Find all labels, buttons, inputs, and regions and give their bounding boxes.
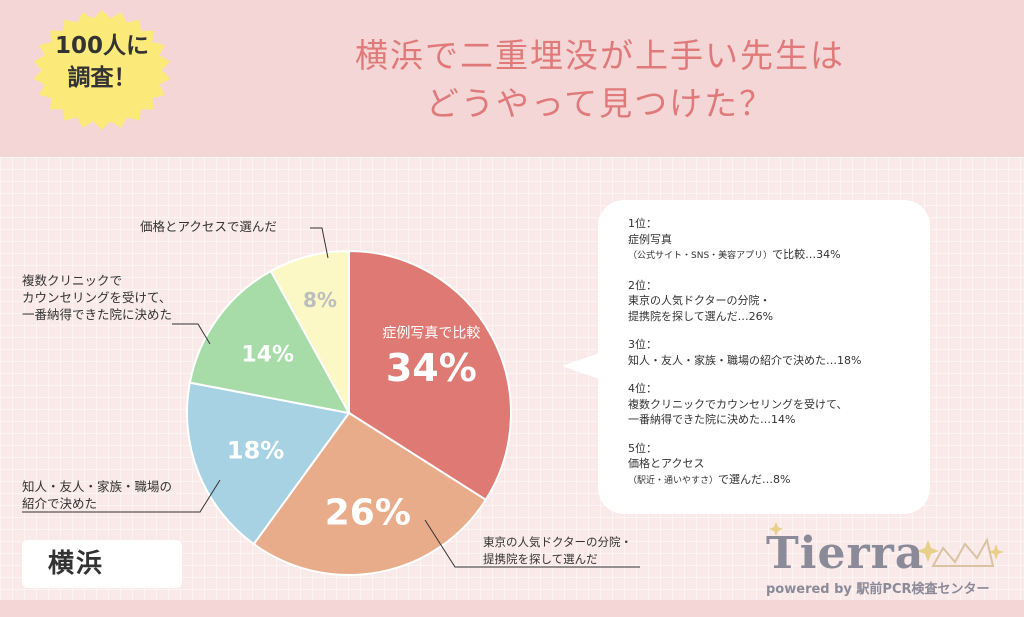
annotation-tokyo: 東京の人気ドクターの分院・ 提携院を探して選んだ [483, 534, 632, 568]
city-label: 横浜 [22, 540, 182, 588]
survey-badge: 100人に 調査！ [28, 30, 176, 94]
pie-value-label-5: 8% [303, 288, 337, 312]
annotation-multi-line-2: カウンセリングを受けて、 [22, 290, 172, 305]
footer-band [0, 600, 1024, 617]
annotation-multi-line-3: 一番納得できた院に決めた [22, 307, 173, 322]
leader-price [310, 227, 329, 259]
pie-value-label-4: 14% [241, 343, 294, 368]
callout-tail [562, 352, 602, 380]
brand-logo: Tierra powered by 駅前PCR検査センター [758, 522, 1008, 602]
leader-tokyo [424, 519, 640, 568]
ranking-line: 提携院を探して選んだ…26% [628, 309, 774, 323]
ranking-position: 3位： [628, 338, 657, 351]
ranking-callout [598, 200, 930, 514]
pie-slice-2 [252, 411, 488, 576]
badge-burst-icon [33, 10, 171, 130]
annotation-friends: 知人・友人・家族・職場の 紹介で決めた [22, 478, 172, 512]
annotation-tokyo-line-2: 提携院を探して選んだ [483, 552, 598, 566]
ranking-line: 一番納得できた院に決めた…14% [628, 413, 796, 426]
ranking-list: 1位： 症例写真 （公式サイト・SNS・美容アプリ）で比較…34% 2位： 東京の人気ド… [628, 216, 924, 502]
title-line-2: どうやって見つけた？ [425, 84, 775, 123]
ranking-line: （公式サイト・SNS・美容アプリ）で比較…34% [628, 247, 924, 265]
annotation-friends-line-2: 紹介で決めた [22, 496, 98, 511]
crown-sparkle-icon [769, 522, 1004, 567]
ranking-item: 3位： 知人・友人・家族・職場の紹介で決めた…18% [628, 337, 924, 368]
annotation-friends-line-1: 知人・友人・家族・職場の [22, 479, 173, 494]
ranking-position: 1位： [628, 217, 657, 230]
title-line-1: 横浜で二重埋没が上手い先生は [355, 36, 845, 75]
ranking-tail: で選んだ…8% [718, 472, 791, 486]
pie-slice-4 [188, 269, 351, 415]
ranking-detail: （公式サイト・SNS・美容アプリ） [628, 251, 773, 261]
pie-inner-category-label: 症例写真で比較 [382, 326, 480, 342]
badge-line-2: 調査！ [67, 65, 137, 91]
ranking-line: 複数クリニックでカウンセリングを受けて、 [628, 397, 848, 411]
pie-value-label-1: 34% [386, 346, 477, 390]
annotation-multi: 複数クリニックで カウンセリングを受けて、 一番納得できた院に決めた [22, 272, 172, 323]
annotation-tokyo-line-1: 東京の人気ドクターの分院・ [483, 535, 633, 549]
logo-tagline: powered by 駅前PCR検査センター [766, 582, 990, 597]
ranking-line: 知人・友人・家族・職場の紹介で決めた…18% [628, 353, 862, 367]
pie-value-label-2: 26% [325, 492, 411, 533]
ranking-position: 4位： [628, 382, 657, 395]
page-title: 横浜で二重埋没が上手い先生は どうやって見つけた？ [220, 32, 980, 128]
leader-friends [22, 479, 221, 513]
ranking-line: （駅近・通いやすさ）で選んだ…8% [628, 472, 924, 490]
ranking-item: 4位： 複数クリニックでカウンセリングを受けて、 一番納得できた院に決めた…14% [628, 381, 924, 428]
pie-slice-3 [186, 381, 351, 546]
ranking-item: 1位： 症例写真 （公式サイト・SNS・美容アプリ）で比較…34% [628, 216, 924, 265]
badge-line-1: 100人に [54, 33, 149, 59]
header-band [0, 0, 1024, 157]
ranking-item: 5位： 価格とアクセス （駅近・通いやすさ）で選んだ…8% [628, 441, 924, 490]
ranking-item: 2位： 東京の人気ドクターの分院・ 提携院を探して選んだ…26% [628, 278, 924, 325]
ranking-position: 2位： [628, 278, 657, 292]
pie-value-label-3: 18% [227, 436, 284, 464]
ranking-position: 5位： [628, 441, 657, 455]
ranking-detail: （駅近・通いやすさ） [628, 475, 719, 486]
pie-slice-5 [269, 249, 350, 414]
ranking-line: 価格とアクセス [628, 457, 705, 470]
ranking-tail: で比較…34% [772, 248, 841, 261]
annotation-price: 価格とアクセスで選んだ [140, 219, 277, 234]
annotation-multi-line-1: 複数クリニックで [22, 273, 123, 288]
logo-name: Tierra [766, 528, 925, 579]
ranking-line: 症例写真 [628, 232, 672, 246]
ranking-line: 東京の人気ドクターの分院・ [628, 294, 771, 307]
leader-multi [172, 323, 211, 345]
